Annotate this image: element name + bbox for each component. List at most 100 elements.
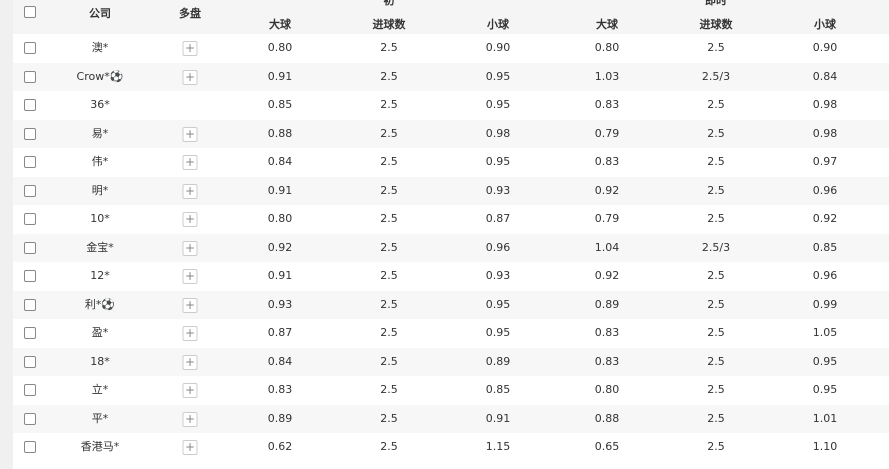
cell-o2: 0.80 <box>594 383 620 396</box>
row-checkbox[interactable] <box>24 127 36 140</box>
row-checkbox[interactable] <box>24 99 36 111</box>
cell-o1: 0.88 <box>267 126 293 140</box>
cell-l1: 2.5 <box>380 354 398 368</box>
cell-o2: 0.89 <box>594 297 620 311</box>
row-checkbox[interactable] <box>24 355 36 368</box>
header-under-live: 小球 <box>814 18 836 31</box>
expand-plus-icon[interactable]: + <box>182 326 198 341</box>
table-row: + 金宝* 0.92 2.5 0.96 1.04 2.5/3 0.85 <box>13 233 889 262</box>
cell-l2: 2.5 <box>707 383 725 396</box>
cell-o2: 0.88 <box>594 411 620 425</box>
cell-l2: 2.5 <box>707 155 725 168</box>
row-checkbox[interactable] <box>24 184 36 197</box>
cell-u1: 0.93 <box>485 183 511 197</box>
row-checkbox[interactable] <box>24 42 36 54</box>
cell-l2: 2.5 <box>707 354 725 368</box>
header-line-initial: 进球数 <box>372 18 406 31</box>
cell-l1: 2.5 <box>380 212 398 225</box>
header-group-live: 即时 <box>705 0 727 7</box>
table-row: + 伟* 0.84 2.5 0.95 0.83 2.5 0.97 <box>13 148 889 177</box>
cell-u2: 0.97 <box>812 155 838 168</box>
expand-plus-icon[interactable]: + <box>182 126 198 142</box>
cell-u2: 1.10 <box>812 440 838 453</box>
cell-o1: 0.84 <box>267 155 293 168</box>
cell-o1: 0.93 <box>267 297 293 311</box>
cell-o1: 0.83 <box>267 383 293 396</box>
cell-l1: 2.5 <box>380 69 398 83</box>
cell-o1: 0.91 <box>267 183 293 197</box>
cell-u2: 0.96 <box>812 183 838 197</box>
table-header: 公司 多盘 初 即时 大球 进球数 小球 大球 进球数 小球 <box>13 0 889 34</box>
cell-u2: 0.92 <box>812 212 838 225</box>
expand-plus-icon[interactable]: + <box>182 212 198 227</box>
cell-o2: 0.92 <box>594 183 620 197</box>
table-row: + 澳* 0.80 2.5 0.90 0.80 2.5 0.90 <box>13 34 889 63</box>
cell-u1: 0.91 <box>485 411 511 425</box>
cell-o1: 0.89 <box>267 411 293 425</box>
cell-o2: 0.65 <box>594 440 620 453</box>
cell-o2: 0.83 <box>594 155 620 168</box>
table-row: + Crow*⚽ 0.91 2.5 0.95 1.03 2.5/3 0.84 <box>13 62 889 91</box>
cell-u2: 0.95 <box>812 383 838 396</box>
cell-u2: 0.98 <box>812 98 838 111</box>
row-checkbox[interactable] <box>24 441 36 453</box>
cell-o2: 0.79 <box>594 212 620 225</box>
expand-plus-icon[interactable]: + <box>182 155 198 170</box>
header-company: 公司 <box>89 7 111 20</box>
cell-o2: 0.92 <box>594 269 620 282</box>
row-checkbox[interactable] <box>24 213 36 225</box>
cell-company: 伟* <box>91 155 109 168</box>
cell-u1: 0.95 <box>485 69 511 83</box>
cell-company: 盈* <box>91 326 109 339</box>
row-checkbox[interactable] <box>24 70 36 83</box>
expand-plus-icon[interactable]: + <box>182 411 198 427</box>
row-checkbox[interactable] <box>24 412 36 425</box>
cell-l1: 2.5 <box>380 269 398 282</box>
cell-company: 18* <box>90 354 110 368</box>
cell-o2: 0.83 <box>594 98 620 111</box>
row-checkbox[interactable] <box>24 270 36 282</box>
cell-o2: 0.79 <box>594 126 620 140</box>
cell-u2: 0.85 <box>812 240 838 254</box>
cell-o2: 0.83 <box>594 326 620 339</box>
cell-u2: 1.01 <box>812 411 838 425</box>
row-checkbox[interactable] <box>24 156 36 168</box>
table-row: + 明* 0.91 2.5 0.93 0.92 2.5 0.96 <box>13 176 889 205</box>
cell-u2: 0.99 <box>812 297 838 311</box>
cell-company: 利*⚽ <box>84 297 116 311</box>
table-row: + 香港马* 0.62 2.5 1.15 0.65 2.5 1.10 <box>13 433 889 462</box>
expand-plus-icon[interactable]: + <box>182 440 198 455</box>
expand-plus-icon[interactable]: + <box>182 183 198 199</box>
table-row: +12* 0.91 2.5 0.93 0.92 2.5 0.96 <box>13 262 889 291</box>
cell-l2: 2.5/3 <box>701 69 731 83</box>
header-group-initial: 初 <box>383 0 395 7</box>
cell-company: 36* <box>90 98 110 111</box>
expand-plus-icon[interactable]: + <box>182 41 198 56</box>
select-all-checkbox[interactable] <box>24 6 36 18</box>
expand-plus-icon[interactable]: + <box>182 383 198 398</box>
cell-o2: 1.04 <box>594 240 620 254</box>
row-checkbox[interactable] <box>24 384 36 396</box>
row-checkbox[interactable] <box>24 327 36 339</box>
cell-u1: 0.95 <box>485 326 511 339</box>
row-checkbox[interactable] <box>24 241 36 254</box>
cell-u2: 0.98 <box>812 126 838 140</box>
expand-plus-icon[interactable]: + <box>182 240 198 256</box>
header-over-live: 大球 <box>596 18 618 31</box>
header-over-initial: 大球 <box>269 18 291 31</box>
cell-o1: 0.85 <box>267 98 293 111</box>
table-row: + 利*⚽ 0.93 2.5 0.95 0.89 2.5 0.99 <box>13 290 889 319</box>
table-row: 36* 0.85 2.5 0.95 0.83 2.5 0.98 <box>13 91 889 120</box>
cell-u1: 0.95 <box>485 155 511 168</box>
cell-l2: 2.5 <box>707 183 725 197</box>
expand-plus-icon[interactable]: + <box>182 354 198 370</box>
expand-plus-icon[interactable]: + <box>182 297 198 313</box>
expand-plus-icon[interactable]: + <box>182 269 198 284</box>
cell-o2: 1.03 <box>594 69 620 83</box>
cell-u2: 0.95 <box>812 354 838 368</box>
cell-o1: 0.87 <box>267 326 293 339</box>
cell-l1: 2.5 <box>380 326 398 339</box>
expand-plus-icon[interactable]: + <box>182 69 198 85</box>
row-checkbox[interactable] <box>24 298 36 311</box>
cell-u2: 0.84 <box>812 69 838 83</box>
